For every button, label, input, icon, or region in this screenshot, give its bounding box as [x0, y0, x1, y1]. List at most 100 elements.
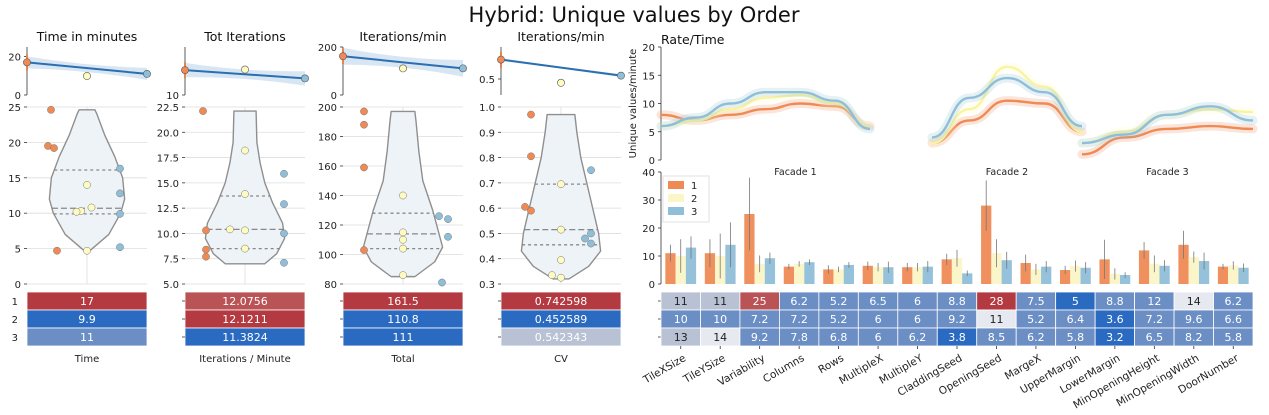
data-point: [280, 169, 288, 178]
data-point: [202, 226, 210, 235]
table-cell-value: 9.9: [78, 313, 96, 326]
data-point: [50, 144, 58, 152]
bar: [843, 264, 854, 284]
data-point: [226, 225, 234, 234]
table-cell-value: 5.2: [1027, 313, 1045, 326]
bar: [1217, 266, 1229, 284]
tick-label: 5: [649, 128, 655, 139]
data-point: [116, 243, 124, 252]
table-cell-value: 11: [713, 295, 727, 308]
mean-point-2: [83, 72, 91, 80]
tick-label: 10: [642, 252, 655, 263]
legend-swatch-3: [668, 207, 684, 215]
bar: [1060, 270, 1071, 284]
data-point: [438, 278, 446, 287]
tick-label: 80: [324, 280, 337, 291]
table-cell-value: 6: [914, 295, 921, 308]
tick-label: 0: [649, 156, 655, 167]
tick-label: 0.5: [479, 229, 495, 240]
data-point: [53, 246, 61, 255]
data-point: [399, 244, 407, 253]
data-point: [241, 226, 249, 235]
table-cell-value: 6: [875, 313, 882, 326]
data-point: [116, 210, 124, 218]
table-cell-value: 0.542343: [535, 331, 588, 344]
tick-label: 20: [642, 224, 655, 235]
table-cell-value: 7.8: [790, 331, 808, 344]
regression-line: [500, 58, 622, 77]
tick-label: 0.4: [479, 255, 495, 266]
tick-label: 17.5: [157, 154, 179, 165]
table-cell-value: 6: [914, 313, 921, 326]
series-line-2: [660, 93, 871, 128]
table-cell-value: 8.8: [1106, 295, 1124, 308]
panel-title: Iterations/min: [359, 29, 446, 44]
table-cell-value: 9.2: [948, 313, 966, 326]
facet-label: Facade 3: [1146, 167, 1188, 178]
table-cell-value: 6.2: [1225, 295, 1243, 308]
data-point: [399, 191, 407, 200]
tick-label: 10: [642, 100, 655, 111]
table-cell-value: 161.5: [387, 295, 419, 308]
bar: [833, 269, 844, 284]
panel-2: Tot Iterations 10 5.0 7.5 10.0 12.5 15.0 17.5 20…: [157, 29, 309, 365]
category-label: Columns: [761, 352, 807, 385]
panel-title: Iterations/min: [517, 29, 604, 44]
table-cell-value: 3.8: [948, 331, 966, 344]
tick-label: 10.0: [157, 229, 179, 240]
data-point: [399, 271, 407, 279]
mean-point-1: [181, 66, 189, 74]
table-cell: [26, 327, 148, 347]
data-point: [47, 105, 55, 114]
tick-label: 100: [318, 251, 337, 262]
table-cell-value: 8.2: [1185, 331, 1203, 344]
data-point: [587, 166, 595, 175]
table-cell-value: 3.6: [1106, 313, 1124, 326]
data-point: [587, 229, 595, 238]
tick-label: 22.5: [157, 103, 179, 114]
data-point: [202, 245, 210, 254]
table-cell-value: 7.2: [790, 313, 808, 326]
tick-label: 1.0: [479, 103, 495, 114]
bar: [1138, 250, 1150, 284]
table-cell-value: 6: [875, 331, 882, 344]
data-point: [241, 244, 249, 253]
mean-point-2: [399, 64, 407, 73]
data-point: [360, 107, 368, 116]
series-line-3: [931, 76, 1083, 139]
bar: [922, 266, 933, 284]
bar: [1198, 261, 1210, 284]
bar: [951, 258, 963, 284]
bar: [783, 266, 795, 284]
table-cell-value: 5.2: [830, 295, 848, 308]
tick-label: 5.0: [163, 280, 179, 291]
panel-title: Rate/Time: [661, 32, 725, 47]
tick-label: 180: [318, 133, 337, 144]
panel-1: Time in minutes 20 0 0 5 10 15 20 25 17 1 9.9 2 11 3 Ti…: [8, 29, 151, 365]
tick-label: 0: [15, 91, 21, 102]
table-cell-value: 6.2: [1027, 331, 1045, 344]
table-cell-value: 11: [674, 295, 688, 308]
bar: [912, 267, 923, 284]
mean-point-1: [23, 58, 31, 67]
table-cell-value: 6.2: [909, 331, 927, 344]
tick-label: 200: [318, 103, 337, 114]
table-cell-value: 7.2: [1146, 313, 1164, 326]
tick-label: 30: [642, 196, 655, 207]
bar: [1238, 267, 1249, 284]
bar: [872, 267, 884, 284]
bar: [981, 205, 992, 284]
table-cell-value: 7.2: [751, 313, 769, 326]
row-label: 1: [12, 297, 18, 308]
tick-label: 0: [649, 280, 655, 291]
data-point: [527, 206, 535, 215]
data-point: [521, 203, 529, 211]
violin-shape: [48, 109, 126, 253]
tick-label: 0.5: [479, 75, 495, 86]
panel-title: Tot Iterations: [203, 29, 286, 44]
table-cell-value: 12.1211: [222, 313, 268, 326]
table-cell-value: 6.5: [1146, 331, 1164, 344]
tick-label: 160: [318, 162, 337, 173]
data-point: [72, 207, 81, 216]
